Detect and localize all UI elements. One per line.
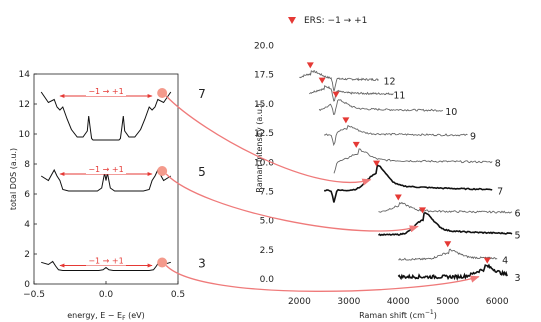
transition-label-bg <box>86 164 126 174</box>
dos-curve-7 <box>40 91 172 141</box>
raman-label-4: 4 <box>502 255 508 266</box>
dos-curve-5 <box>40 168 172 192</box>
ers-marker-6 <box>394 194 402 201</box>
dos-curves <box>40 91 172 271</box>
dos-x-tick-label: 0.0 <box>99 290 114 300</box>
ers-marker-8 <box>352 141 360 148</box>
raman-y-tick-label: 5.0 <box>260 217 275 227</box>
ers-marker-4 <box>444 241 452 248</box>
raman-y-tick-label: 17.5 <box>254 71 274 81</box>
raman-spectrum-3 <box>397 263 508 282</box>
dos-y-tick-label: 8 <box>24 160 30 170</box>
ers-marker-9 <box>342 117 350 124</box>
transition-label-3: −1 → +1 <box>88 257 123 266</box>
raman-y-tick-label: 0.0 <box>260 275 275 285</box>
dos-y-tick-label: 6 <box>24 190 30 200</box>
raman-spectrum-10 <box>318 99 444 115</box>
raman-y-axis-label: Raman intensity (a.u.) <box>255 103 264 192</box>
transition-label-7: −1 → +1 <box>88 87 123 96</box>
raman-spectrum-5 <box>377 211 513 237</box>
dos-y-ticks: 0 2 4 6 8 10 12 14 <box>19 70 37 290</box>
raman-spectrum-11 <box>309 85 394 102</box>
raman-label-5: 5 <box>514 231 520 242</box>
raman-label-7: 7 <box>497 186 503 197</box>
raman-y-tick-label: 10.0 <box>254 158 274 168</box>
ers-marker-5 <box>419 207 427 214</box>
raman-y-ticks: 0.0 2.5 5.0 7.5 10.0 12.5 15.0 17.5 20.0 <box>254 41 274 285</box>
dos-curve-label-7: 7 <box>198 87 206 101</box>
raman-y-tick-label: 7.5 <box>260 187 274 197</box>
raman-x-tick-label: 5000 <box>436 297 459 307</box>
raman-label-8: 8 <box>495 158 501 169</box>
dos-x-axis-label-unit: (eV) <box>126 311 145 320</box>
dos-x-axis-label: energy, E − EF (eV) <box>67 311 145 322</box>
dos-x-tick-label: 0.5 <box>171 290 185 300</box>
dos-curve-label-3: 3 <box>198 257 206 271</box>
dos-y-tick-label: 4 <box>24 220 30 230</box>
raman-x-axis-label-sup: −1 <box>425 309 434 316</box>
dos-curve-3 <box>41 260 171 271</box>
transition-label-5: −1 → +1 <box>88 165 123 174</box>
dos-x-axis-label-sub: F <box>122 315 126 322</box>
dos-y-tick-label: 10 <box>19 130 31 140</box>
transition-dot-3 <box>157 257 168 268</box>
connector-arrow-5 <box>165 173 419 233</box>
ers-legend-text: ERS: −1 → +1 <box>304 16 367 26</box>
raman-x-axis-label: Raman shift (cm−1) <box>359 309 437 320</box>
raman-spectra: 12 11 10 9 8 7 6 5 43 <box>299 62 521 284</box>
transition-label-bg <box>86 86 126 96</box>
dos-y-axis-label: total DOS (a.u.) <box>9 148 18 210</box>
raman-spectrum-8 <box>333 148 493 174</box>
dos-y-tick-label: 2 <box>24 250 30 260</box>
dos-transition-annotations: −1 → +1 7 −1 → +1 5 −1 → +1 3 <box>59 86 206 271</box>
dos-x-tick-label: −0.5 <box>23 290 45 300</box>
raman-label-3: 3 <box>514 273 520 284</box>
raman-y-tick-label: 15.0 <box>254 100 274 110</box>
dos-x-ticks: −0.5 0.0 0.5 <box>23 281 185 300</box>
transition-dot-7 <box>157 88 168 98</box>
dos-y-tick-label: 12 <box>19 100 30 110</box>
raman-chart: 0.0 2.5 5.0 7.5 10.0 12.5 15.0 17.5 20.0 2000 300… <box>254 16 521 320</box>
dos-y-tick-label: 14 <box>19 70 31 80</box>
raman-spectrum-12 <box>299 70 379 91</box>
connector-arrow-3 <box>165 265 480 292</box>
raman-label-9: 9 <box>470 131 476 142</box>
raman-label-12: 12 <box>383 76 395 87</box>
raman-spectrum-7 <box>324 163 493 203</box>
dos-y-tick-label: 0 <box>24 280 30 290</box>
connector-arrows <box>165 95 480 292</box>
raman-label-6: 6 <box>514 209 520 220</box>
raman-y-tick-label: 12.5 <box>254 129 274 139</box>
ers-marker-3 <box>483 257 491 264</box>
transition-label-bg <box>86 255 126 266</box>
ers-marker-11 <box>318 77 326 84</box>
raman-spectrum-9 <box>324 124 468 147</box>
raman-y-tick-label: 2.5 <box>260 246 274 256</box>
transition-dot-5 <box>157 166 168 176</box>
raman-x-ticks: 2000 3000 4000 5000 6000 <box>288 297 509 307</box>
raman-spectrum-4 <box>398 248 498 261</box>
raman-x-tick-label: 3000 <box>337 297 360 307</box>
raman-y-tick-label: 20.0 <box>254 41 274 51</box>
raman-x-tick-label: 6000 <box>486 297 509 307</box>
ers-legend: ERS: −1 → +1 <box>288 16 367 26</box>
connector-arrow-7 <box>165 95 372 186</box>
raman-x-tick-label: 2000 <box>288 297 311 307</box>
raman-label-10: 10 <box>445 107 457 118</box>
dos-curve-label-5: 5 <box>198 165 206 179</box>
raman-spectrum-6 <box>378 201 513 214</box>
raman-label-11: 11 <box>393 90 405 101</box>
raman-x-tick-label: 4000 <box>387 297 410 307</box>
ers-marker-10 <box>332 91 340 98</box>
raman-x-axis-label-end: ) <box>434 311 437 320</box>
ers-marker-12 <box>306 62 314 69</box>
ers-legend-marker <box>288 17 296 24</box>
ers-marker-7 <box>373 160 381 167</box>
